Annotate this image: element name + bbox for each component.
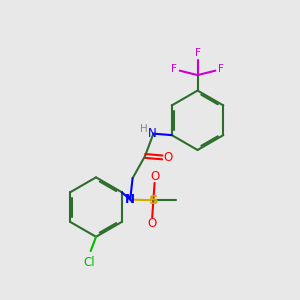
Text: S: S — [148, 194, 158, 207]
Text: O: O — [163, 151, 172, 164]
Text: N: N — [125, 193, 135, 206]
Text: Cl: Cl — [83, 256, 95, 269]
Text: F: F — [218, 64, 224, 74]
Text: N: N — [148, 127, 157, 140]
Text: F: F — [171, 64, 177, 74]
Text: O: O — [147, 217, 156, 230]
Text: H: H — [140, 124, 148, 134]
Text: F: F — [195, 48, 200, 58]
Text: O: O — [151, 170, 160, 183]
